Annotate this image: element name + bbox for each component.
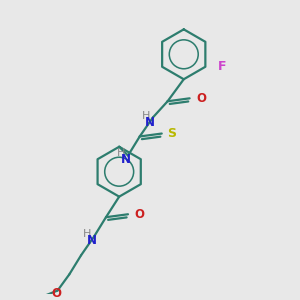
Text: N: N xyxy=(121,154,130,166)
Text: N: N xyxy=(87,234,97,247)
Text: S: S xyxy=(167,127,176,140)
Text: O: O xyxy=(51,287,61,300)
Text: H: H xyxy=(116,148,125,158)
Text: N: N xyxy=(145,116,155,129)
Text: H: H xyxy=(141,111,150,121)
Text: O: O xyxy=(196,92,206,105)
Text: F: F xyxy=(218,60,226,73)
Text: O: O xyxy=(134,208,144,221)
Text: H: H xyxy=(83,229,91,239)
